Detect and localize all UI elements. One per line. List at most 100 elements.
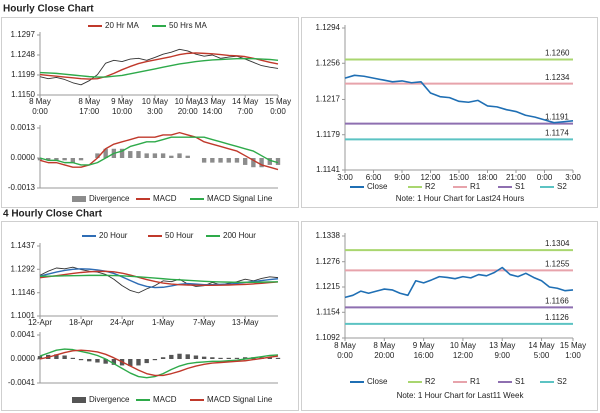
x-tick-label-line: 9 May (413, 341, 435, 350)
x-tick-label-line: 8 May (29, 97, 51, 106)
x-tick-label: 1-May (152, 318, 174, 327)
legend-label: S1 (515, 377, 525, 386)
x-tick-label-line: 8 May (334, 341, 356, 350)
x-tick-label-line: 1:00 (565, 351, 581, 360)
divergence-bar (267, 158, 272, 165)
y-tick-label: 1.1150 (11, 90, 35, 99)
divergence-bar (160, 153, 166, 158)
panel (1, 221, 299, 411)
x-tick-label-line: 8 May (78, 97, 100, 106)
legend-label: S1 (515, 182, 525, 191)
x-tick-label-line: 10:00 (112, 107, 133, 116)
x-tick-label-line: 13 May (489, 341, 515, 350)
x-tick-label: 14 May 5:00 (528, 341, 554, 360)
x-tick-label-line: 9 May (111, 97, 133, 106)
x-tick-label: 14 May 7:00 (232, 97, 258, 116)
x-tick-label-line: 14 May (232, 97, 258, 106)
divergence-bar (136, 151, 141, 158)
legend-label: Divergence (89, 194, 130, 203)
divergence-bar (218, 158, 223, 163)
chart-note: Note: 1 Hour Chart for Last11 Week (397, 391, 525, 400)
x-tick-label: 15:00 (449, 173, 470, 182)
series-line (39, 52, 279, 80)
legend-label: 50 Hour (165, 231, 194, 240)
divergence-bar (119, 148, 125, 158)
x-tick-label: 9:00 (394, 173, 410, 182)
divergence-bar (70, 158, 76, 163)
y-tick-label: 1.1294 (316, 23, 341, 32)
x-tick-label-line: 9:00 (494, 351, 510, 360)
divergence-bar (275, 158, 281, 165)
panel (301, 221, 598, 411)
divergence-bar (226, 357, 231, 359)
level-label: 1.1191 (545, 113, 569, 122)
legend-label: Close (367, 182, 388, 191)
x-tick-label: 7-May (193, 318, 215, 327)
y-tick-label: 1.1146 (11, 288, 35, 297)
divergence-bar (152, 153, 158, 158)
divergence-bar (54, 354, 59, 359)
x-tick-label-line: 10 May (175, 97, 201, 106)
divergence-bar (234, 158, 240, 163)
legend-label: Close (367, 377, 388, 386)
legend-label: 20 Hr MA (105, 21, 139, 30)
divergence-bar (111, 359, 117, 365)
y-tick-label: 1.1141 (316, 165, 340, 174)
divergence-bar (185, 155, 190, 158)
divergence-bar (136, 359, 141, 366)
y-tick-label: 1.1297 (11, 30, 36, 39)
x-tick-label-line: 15 May (265, 97, 291, 106)
y-tick-label: 1.1437 (11, 241, 36, 250)
x-tick-label-line: 14 May (528, 341, 554, 350)
panel (301, 17, 598, 208)
level-label: 1.1255 (545, 260, 570, 269)
x-tick-label-line: 0:00 (270, 107, 286, 116)
divergence-bar (37, 356, 43, 359)
y-tick-label: 1.1154 (316, 307, 340, 316)
chart-note: Note: 1 Hour Chart for Last24 Hours (396, 194, 525, 203)
divergence-bar (95, 359, 100, 363)
divergence-bar (169, 354, 174, 359)
legend-label: 200 Hour (223, 231, 256, 240)
legend-label: R1 (470, 377, 481, 386)
x-tick-label: 10 May 3:00 (142, 97, 168, 116)
x-tick-label-line: 16:00 (414, 351, 435, 360)
level-label: 1.1304 (545, 239, 570, 248)
legend-label: 20 Hour (99, 231, 128, 240)
legend-swatch (72, 196, 86, 202)
y-tick-label: 0.0000 (11, 153, 36, 162)
divergence-bar (62, 158, 67, 161)
series-line (344, 74, 574, 124)
divergence-bar (201, 356, 207, 359)
divergence-bar (275, 357, 281, 359)
x-tick-label-line: 10 May (450, 341, 476, 350)
legend-label: MACD Signal Line (207, 194, 273, 203)
x-tick-label: 3:00 (337, 173, 353, 182)
series-line (39, 131, 279, 171)
legend-label: R1 (470, 182, 481, 191)
section-title: 4 Hourly Close Chart (3, 209, 103, 220)
divergence-bar (152, 359, 158, 361)
series-line (344, 266, 574, 299)
series-line (39, 270, 279, 287)
x-tick-label-line: 7:00 (237, 107, 253, 116)
x-tick-label-line: 14:00 (202, 107, 223, 116)
x-tick-label: 8 May 0:00 (29, 97, 51, 116)
divergence-bar (201, 158, 207, 163)
legend-label: Divergence (89, 395, 130, 404)
divergence-bar (242, 158, 248, 165)
y-tick-label: 1.1215 (316, 282, 341, 291)
divergence-bar (251, 158, 256, 168)
x-tick-label: 13-May (232, 318, 259, 327)
y-tick-label: 1.1256 (316, 58, 341, 67)
level-label: 1.1260 (545, 49, 570, 58)
x-tick-label-line: 13 May (199, 97, 225, 106)
x-tick-label: 15 May 0:00 (265, 97, 291, 116)
x-tick-label: 13 May 14:00 (199, 97, 225, 116)
y-tick-label: 0.0000 (11, 354, 36, 363)
x-tick-label: 10 May 12:00 (450, 341, 476, 360)
series-line (39, 349, 279, 377)
y-tick-label: 1.1092 (316, 333, 341, 342)
x-tick-label-line: 3:00 (147, 107, 163, 116)
